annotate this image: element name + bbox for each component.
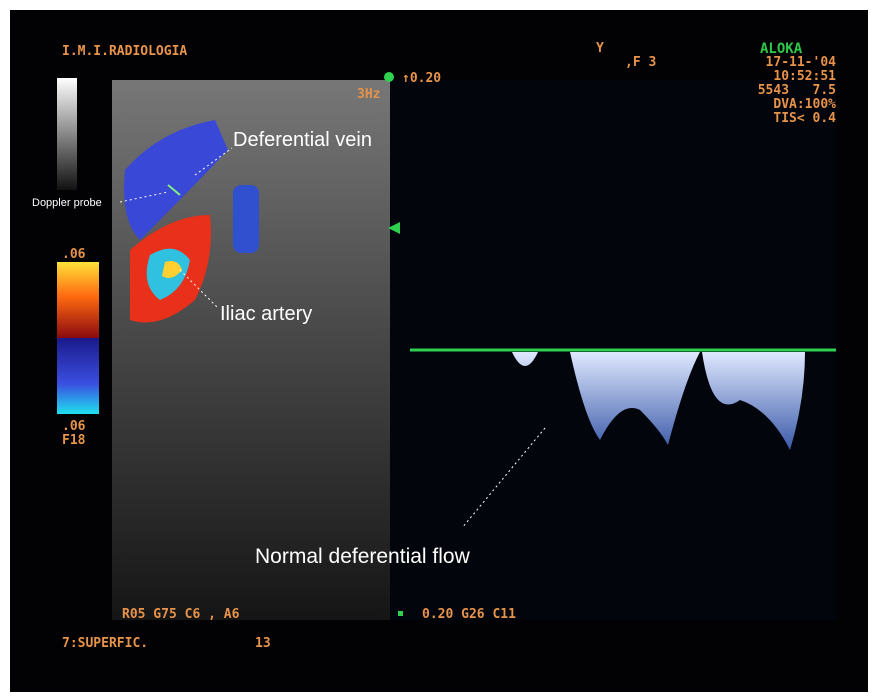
- indicator: [384, 72, 394, 82]
- pointer: [119, 191, 169, 203]
- pointer: [461, 427, 546, 529]
- color-top: .06: [62, 247, 86, 262]
- frequency: F18: [62, 433, 86, 448]
- color-bar-warm: [57, 262, 99, 338]
- vessel-flow: [233, 185, 259, 253]
- flow-label: Normal deferential flow: [255, 545, 471, 568]
- indicator: [398, 611, 403, 616]
- depth-marker: [388, 222, 400, 234]
- artery-flow-peak: [162, 261, 182, 278]
- scale: ↑0.20: [402, 71, 441, 86]
- color-settings: R05 G75 C6 , A6: [122, 607, 240, 622]
- vein-label: Deferential vein: [233, 129, 372, 151]
- brand: ALOKA: [760, 41, 803, 57]
- sample-gate: [167, 184, 181, 196]
- time: 10:52:51: [773, 69, 836, 84]
- doppler-waveform: [512, 352, 805, 450]
- marker: Y: [596, 41, 604, 56]
- color-bottom: .06: [62, 419, 86, 434]
- spectral-settings: 0.20 G26 C11: [422, 607, 516, 622]
- institution: I.M.I.RADIOLOGIA: [62, 44, 187, 59]
- probe: 5543 7.5: [758, 83, 836, 98]
- frame: ,F 3: [625, 55, 656, 70]
- gray-bar: [57, 78, 77, 190]
- tis: TIS< 0.4: [773, 111, 836, 126]
- probe-label: Doppler probe: [32, 197, 102, 209]
- depth: 13: [255, 636, 271, 651]
- pointer: [179, 269, 219, 309]
- color-bar-cool: [57, 338, 99, 414]
- date: 17-11-'04: [766, 55, 837, 70]
- prf: 3Hz: [357, 87, 380, 102]
- dva: DVA:100%: [773, 97, 836, 112]
- preset: 7:SUPERFIC.: [62, 636, 148, 651]
- artery-label: Iliac artery: [220, 303, 312, 325]
- vein-flow: [124, 120, 228, 240]
